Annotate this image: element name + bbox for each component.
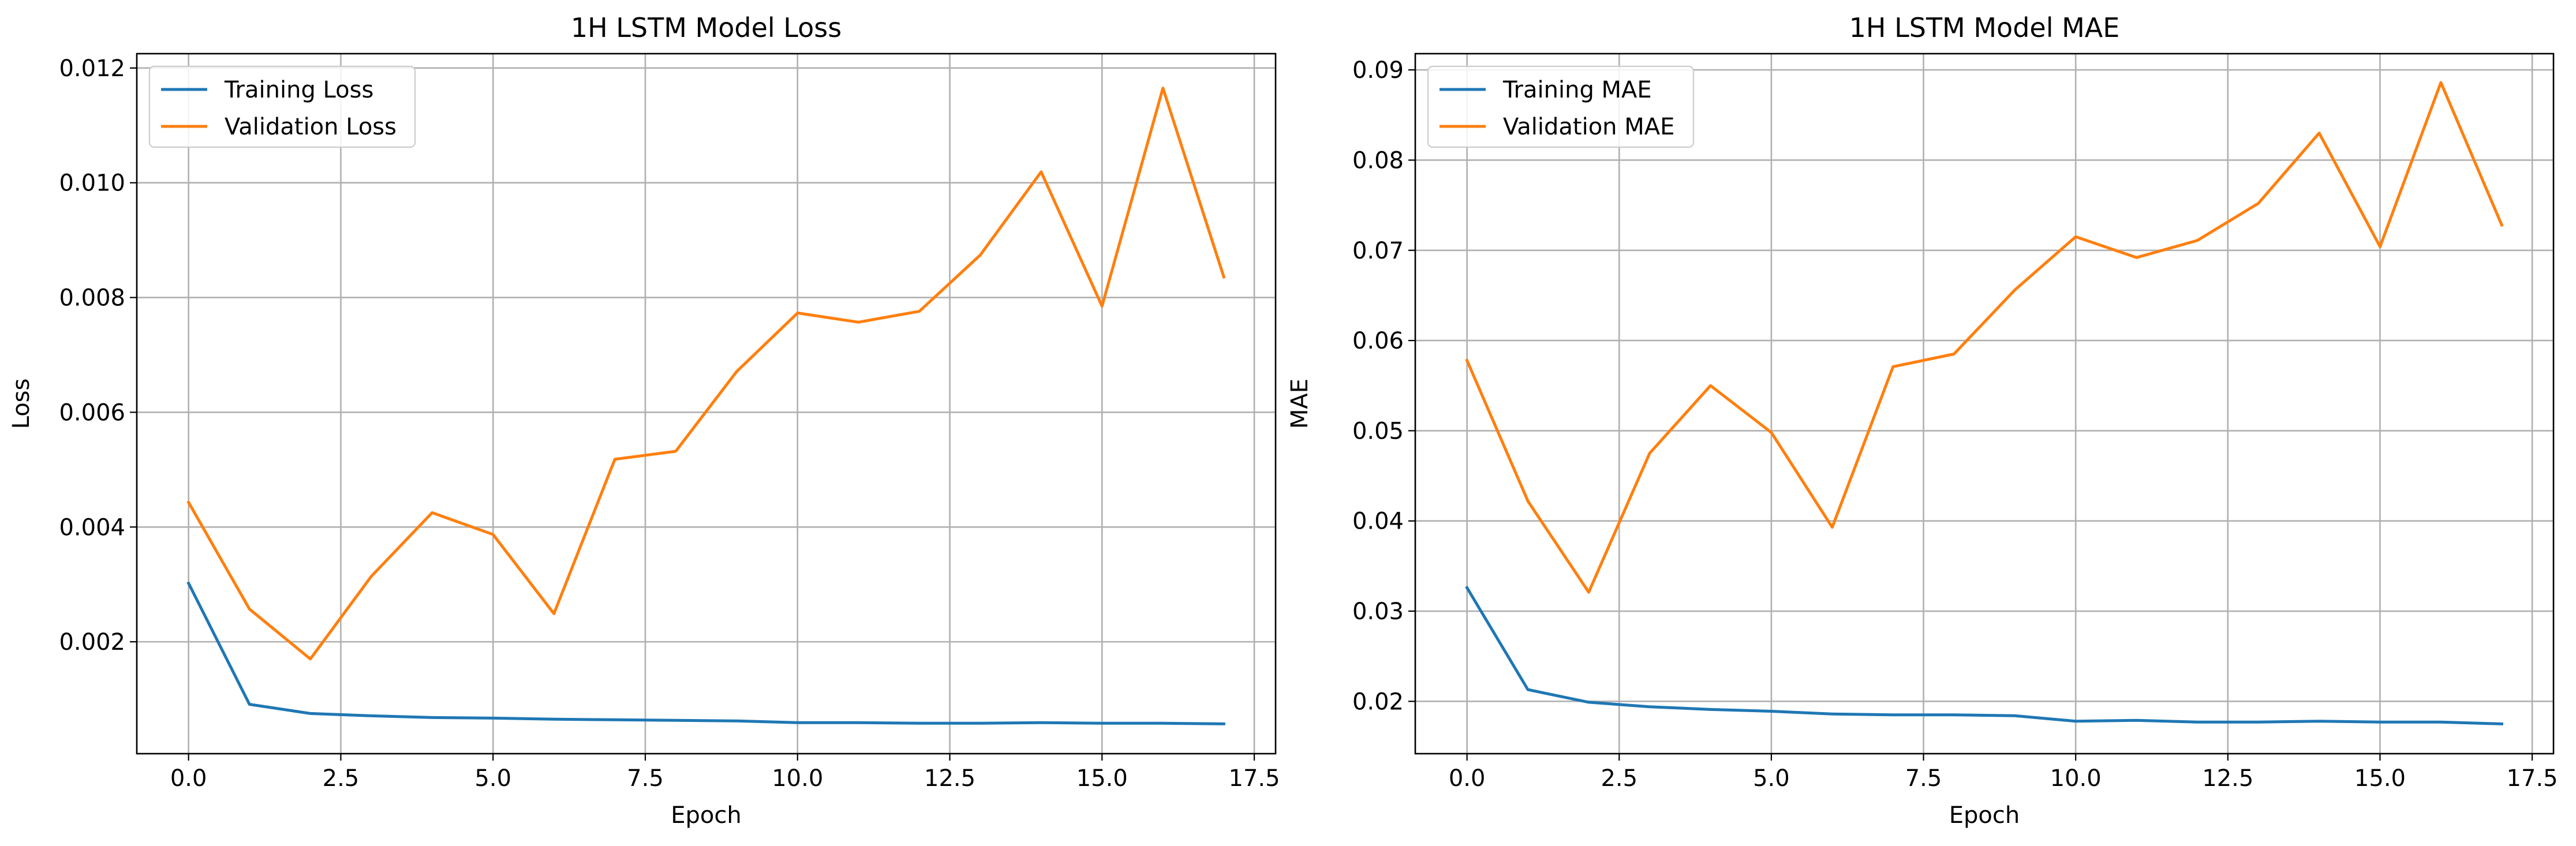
mae-x-tick-label: 10.0 xyxy=(2050,765,2102,792)
loss-x-tick-label: 10.0 xyxy=(772,765,823,792)
loss-axes-frame xyxy=(136,53,1277,755)
mae-y-tick-label: 0.04 xyxy=(1352,508,1404,535)
mae-y-tick-label: 0.08 xyxy=(1352,147,1404,174)
mae-series-line-training xyxy=(1465,585,2503,725)
mae-x-tick-label: 12.5 xyxy=(2202,765,2253,792)
loss-x-tick-label: 17.5 xyxy=(1229,765,1280,792)
mae-y-tick-label: 0.07 xyxy=(1352,238,1404,264)
mae-y-tick-label: 0.06 xyxy=(1352,328,1404,354)
mae-legend-label-validation: Validation MAE xyxy=(1503,114,1674,140)
loss-y-tick-label: 0.004 xyxy=(59,514,125,541)
mae-series-line-validation xyxy=(1465,81,2504,594)
loss-legend-label-validation: Validation Loss xyxy=(225,114,397,140)
loss-y-tick-label: 0.002 xyxy=(59,629,125,656)
loss-series-line-training xyxy=(186,581,1225,725)
loss-y-tick-label: 0.008 xyxy=(59,285,125,312)
mae-x-tick-label: 2.5 xyxy=(1601,765,1637,792)
mae-axes-frame xyxy=(1414,53,2555,755)
mae-y-tick-label: 0.09 xyxy=(1352,57,1404,84)
loss-y-tick-label: 0.010 xyxy=(59,170,125,197)
loss-legend-label-training: Training Loss xyxy=(224,77,373,103)
loss-x-tick-label: 5.0 xyxy=(474,765,511,792)
loss-chart-panel: 0.0 2.5 5.0 7.5 10.0 12.5 15.0 17.5 0.002 0.004 0.… xyxy=(8,12,1280,829)
mae-y-tick-label: 0.03 xyxy=(1352,598,1404,625)
loss-chart-title: 1H LSTM Model Loss xyxy=(571,12,842,43)
mae-x-axis-label: Epoch xyxy=(1949,802,2020,829)
mae-x-tick-label: 0.0 xyxy=(1449,765,1486,792)
loss-y-axis-label: Loss xyxy=(8,379,35,429)
loss-x-tick-label: 2.5 xyxy=(323,765,360,792)
mae-y-tick-label: 0.02 xyxy=(1352,688,1404,715)
mae-x-tick-label: 5.0 xyxy=(1753,765,1790,792)
mae-chart-title: 1H LSTM Model MAE xyxy=(1849,12,2120,43)
mae-x-tick-label: 17.5 xyxy=(2507,765,2558,792)
loss-x-tick-label: 7.5 xyxy=(627,765,664,792)
mae-x-tick-label: 7.5 xyxy=(1905,765,1942,792)
mae-legend xyxy=(1427,65,1695,148)
mae-legend-label-training: Training MAE xyxy=(1502,77,1652,103)
loss-x-axis-label: Epoch xyxy=(671,802,741,829)
loss-x-tick-label: 15.0 xyxy=(1076,765,1128,792)
loss-series-line-validation xyxy=(186,87,1226,661)
mae-chart-panel: 0.0 2.5 5.0 7.5 10.0 12.5 15.0 17.5 0.02 0.03 0.04… xyxy=(1287,12,2558,829)
mae-x-tick-label: 15.0 xyxy=(2354,765,2406,792)
mae-y-axis-label: MAE xyxy=(1287,379,1313,429)
loss-x-tick-label: 0.0 xyxy=(170,765,207,792)
loss-y-tick-label: 0.006 xyxy=(59,399,125,426)
loss-legend xyxy=(148,65,416,148)
mae-y-tick-label: 0.05 xyxy=(1352,418,1404,444)
loss-y-tick-label: 0.012 xyxy=(59,55,125,82)
loss-x-tick-label: 12.5 xyxy=(924,765,975,792)
